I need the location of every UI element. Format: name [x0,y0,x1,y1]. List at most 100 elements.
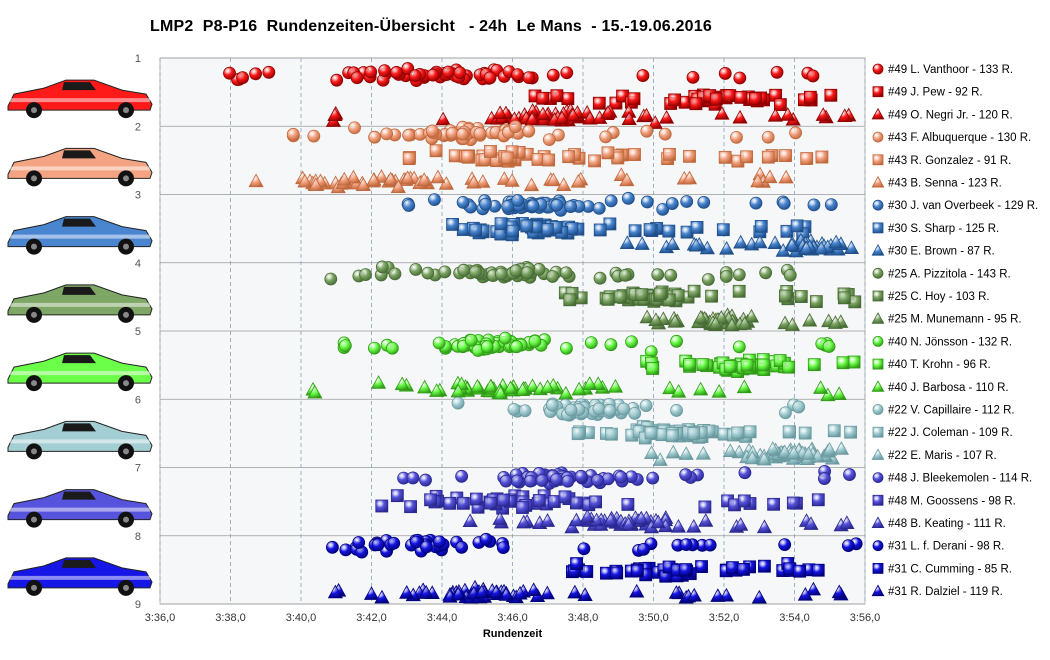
data-point [599,130,613,144]
data-point [784,317,801,331]
data-point [531,153,545,166]
data-point [813,240,829,255]
legend-label: #31 C. Cumming - 85 R. [888,563,1012,575]
data-point [752,234,768,249]
series-3-triangle [639,307,849,332]
data-point [662,380,678,395]
series-6-circle [397,464,856,490]
data-point [773,98,787,112]
data-point [777,444,793,458]
data-point [545,172,561,187]
legend-item: #40 T. Krohn - 96 R. [872,358,991,371]
data-point [408,69,422,83]
x-tick-label: 3:52,0 [709,612,740,624]
data-point [568,512,585,527]
legend-label: #43 R. Gonzalez - 91 R. [888,155,1011,167]
data-point [653,287,667,301]
data-point [539,513,556,527]
data-point [565,107,581,122]
data-point [451,396,465,410]
data-point [483,71,497,85]
data-point [822,340,836,353]
data-point [610,566,624,580]
data-point [723,89,737,102]
data-point [375,499,389,513]
legend-marker [872,222,884,234]
data-point [297,173,313,188]
data-point [526,199,540,213]
data-point [514,382,531,396]
data-point [540,379,556,394]
data-point [388,267,402,281]
data-point [686,587,702,602]
data-point [457,263,471,277]
y-tick-label: 8 [135,531,141,543]
chart-title: LMP2 P8-P16 Rundenzeiten-Übersicht - 24h… [150,18,712,35]
data-point [793,564,807,578]
legend-label: #40 N. Jönsson - 132 R. [888,336,1012,348]
data-point [636,69,650,82]
data-point [348,121,361,135]
data-point [621,191,635,205]
data-point [588,154,601,168]
data-point [223,66,236,80]
data-point [779,406,792,420]
data-point [375,260,389,274]
data-point [841,539,855,552]
data-point [480,340,494,354]
data-point [510,474,524,488]
data-point [248,173,264,188]
data-point [502,380,519,395]
data-point [637,542,650,556]
data-point [368,130,382,144]
data-point [708,315,724,330]
legend-item: #40 J. Barbosa - 110 R. [871,380,1009,394]
data-point [387,536,401,550]
legend-marker [872,358,884,370]
data-point [802,312,818,327]
data-point [461,150,475,163]
data-point [500,151,514,165]
data-point [327,584,343,599]
data-point [419,473,432,487]
data-point [546,270,559,283]
data-point [428,193,441,207]
data-point [549,473,563,486]
legend-item: #25 A. Pizzitola - 143 R. [872,267,1011,280]
data-point [693,310,709,324]
data-point [420,540,433,554]
data-point [695,445,711,460]
legend-item: #31 R. Dalziel - 119 R. [871,584,1003,598]
data-point [718,150,732,164]
data-point [640,195,654,209]
data-point [462,513,478,528]
data-point [550,89,564,103]
data-point [567,584,583,599]
data-point [561,92,575,106]
data-point [736,379,752,394]
data-point [390,489,404,503]
data-point [833,441,850,455]
series-5-circle [451,396,806,422]
data-point [744,450,760,465]
x-tick-label: 3:54,0 [779,612,810,624]
data-point [782,425,796,439]
car-thumbnails [7,79,153,596]
data-point [562,150,576,164]
y-tick-labels: 1 2 3 4 5 6 7 8 9 [135,53,141,611]
legend-marker [871,380,885,392]
data-point [475,174,491,188]
data-point [732,268,746,282]
data-point [236,71,249,85]
data-point [628,224,642,238]
series-4-triangle [305,375,847,402]
data-point [582,110,598,125]
data-point [571,427,585,441]
data-point [757,358,770,372]
series-1-triangle [248,166,794,194]
data-point [640,124,654,138]
data-point [656,202,670,216]
data-point [726,561,739,575]
legend-item: #49 L. Vanthoor - 133 R. [872,63,1013,76]
data-point [800,152,814,165]
